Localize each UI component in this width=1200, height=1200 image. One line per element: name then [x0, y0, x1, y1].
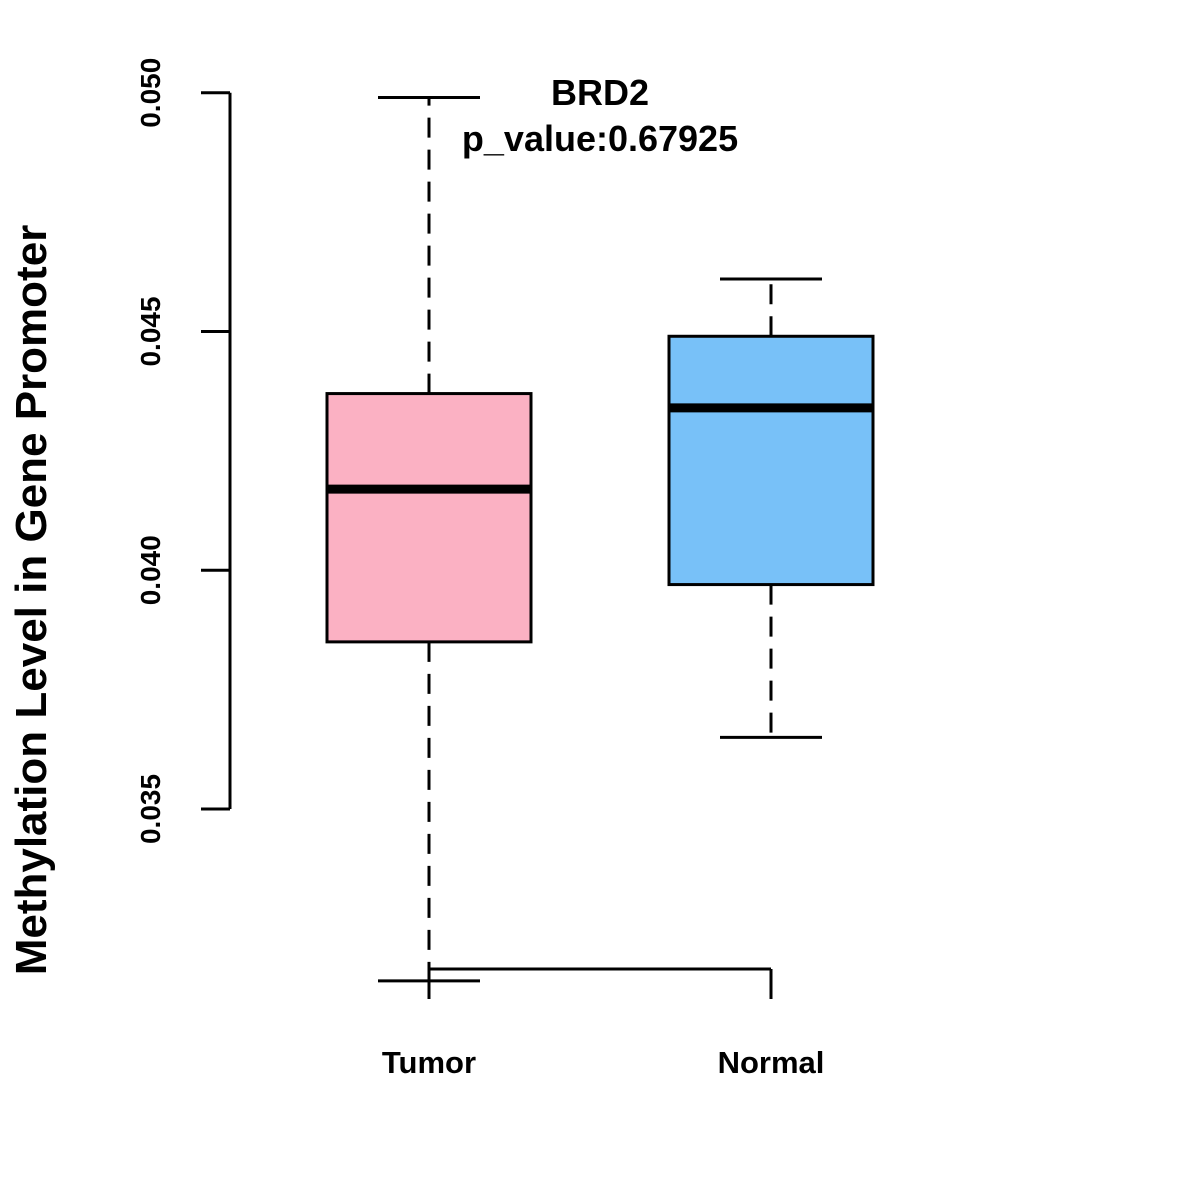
- chart-title: BRD2: [551, 72, 649, 113]
- y-tick-label: 0.040: [135, 535, 166, 605]
- y-tick-label: 0.050: [135, 58, 166, 128]
- x-tick-label-tumor: Tumor: [382, 1045, 476, 1080]
- x-tick-label-normal: Normal: [718, 1045, 825, 1080]
- boxes: [325, 96, 875, 983]
- box-normal: [667, 277, 875, 739]
- box-tumor: [325, 96, 533, 983]
- y-axis-label: Methylation Level in Gene Promoter: [7, 225, 56, 976]
- iqr-box-normal: [667, 334, 875, 587]
- y-tick-label: 0.045: [135, 296, 166, 366]
- iqr-box-tumor: [325, 392, 533, 644]
- y-axis: 0.035 0.040 0.045 0.050: [135, 58, 232, 844]
- x-axis: Tumor Normal: [382, 967, 825, 1080]
- chart-subtitle: p_value:0.67925: [462, 118, 738, 159]
- y-tick-label: 0.035: [135, 774, 166, 844]
